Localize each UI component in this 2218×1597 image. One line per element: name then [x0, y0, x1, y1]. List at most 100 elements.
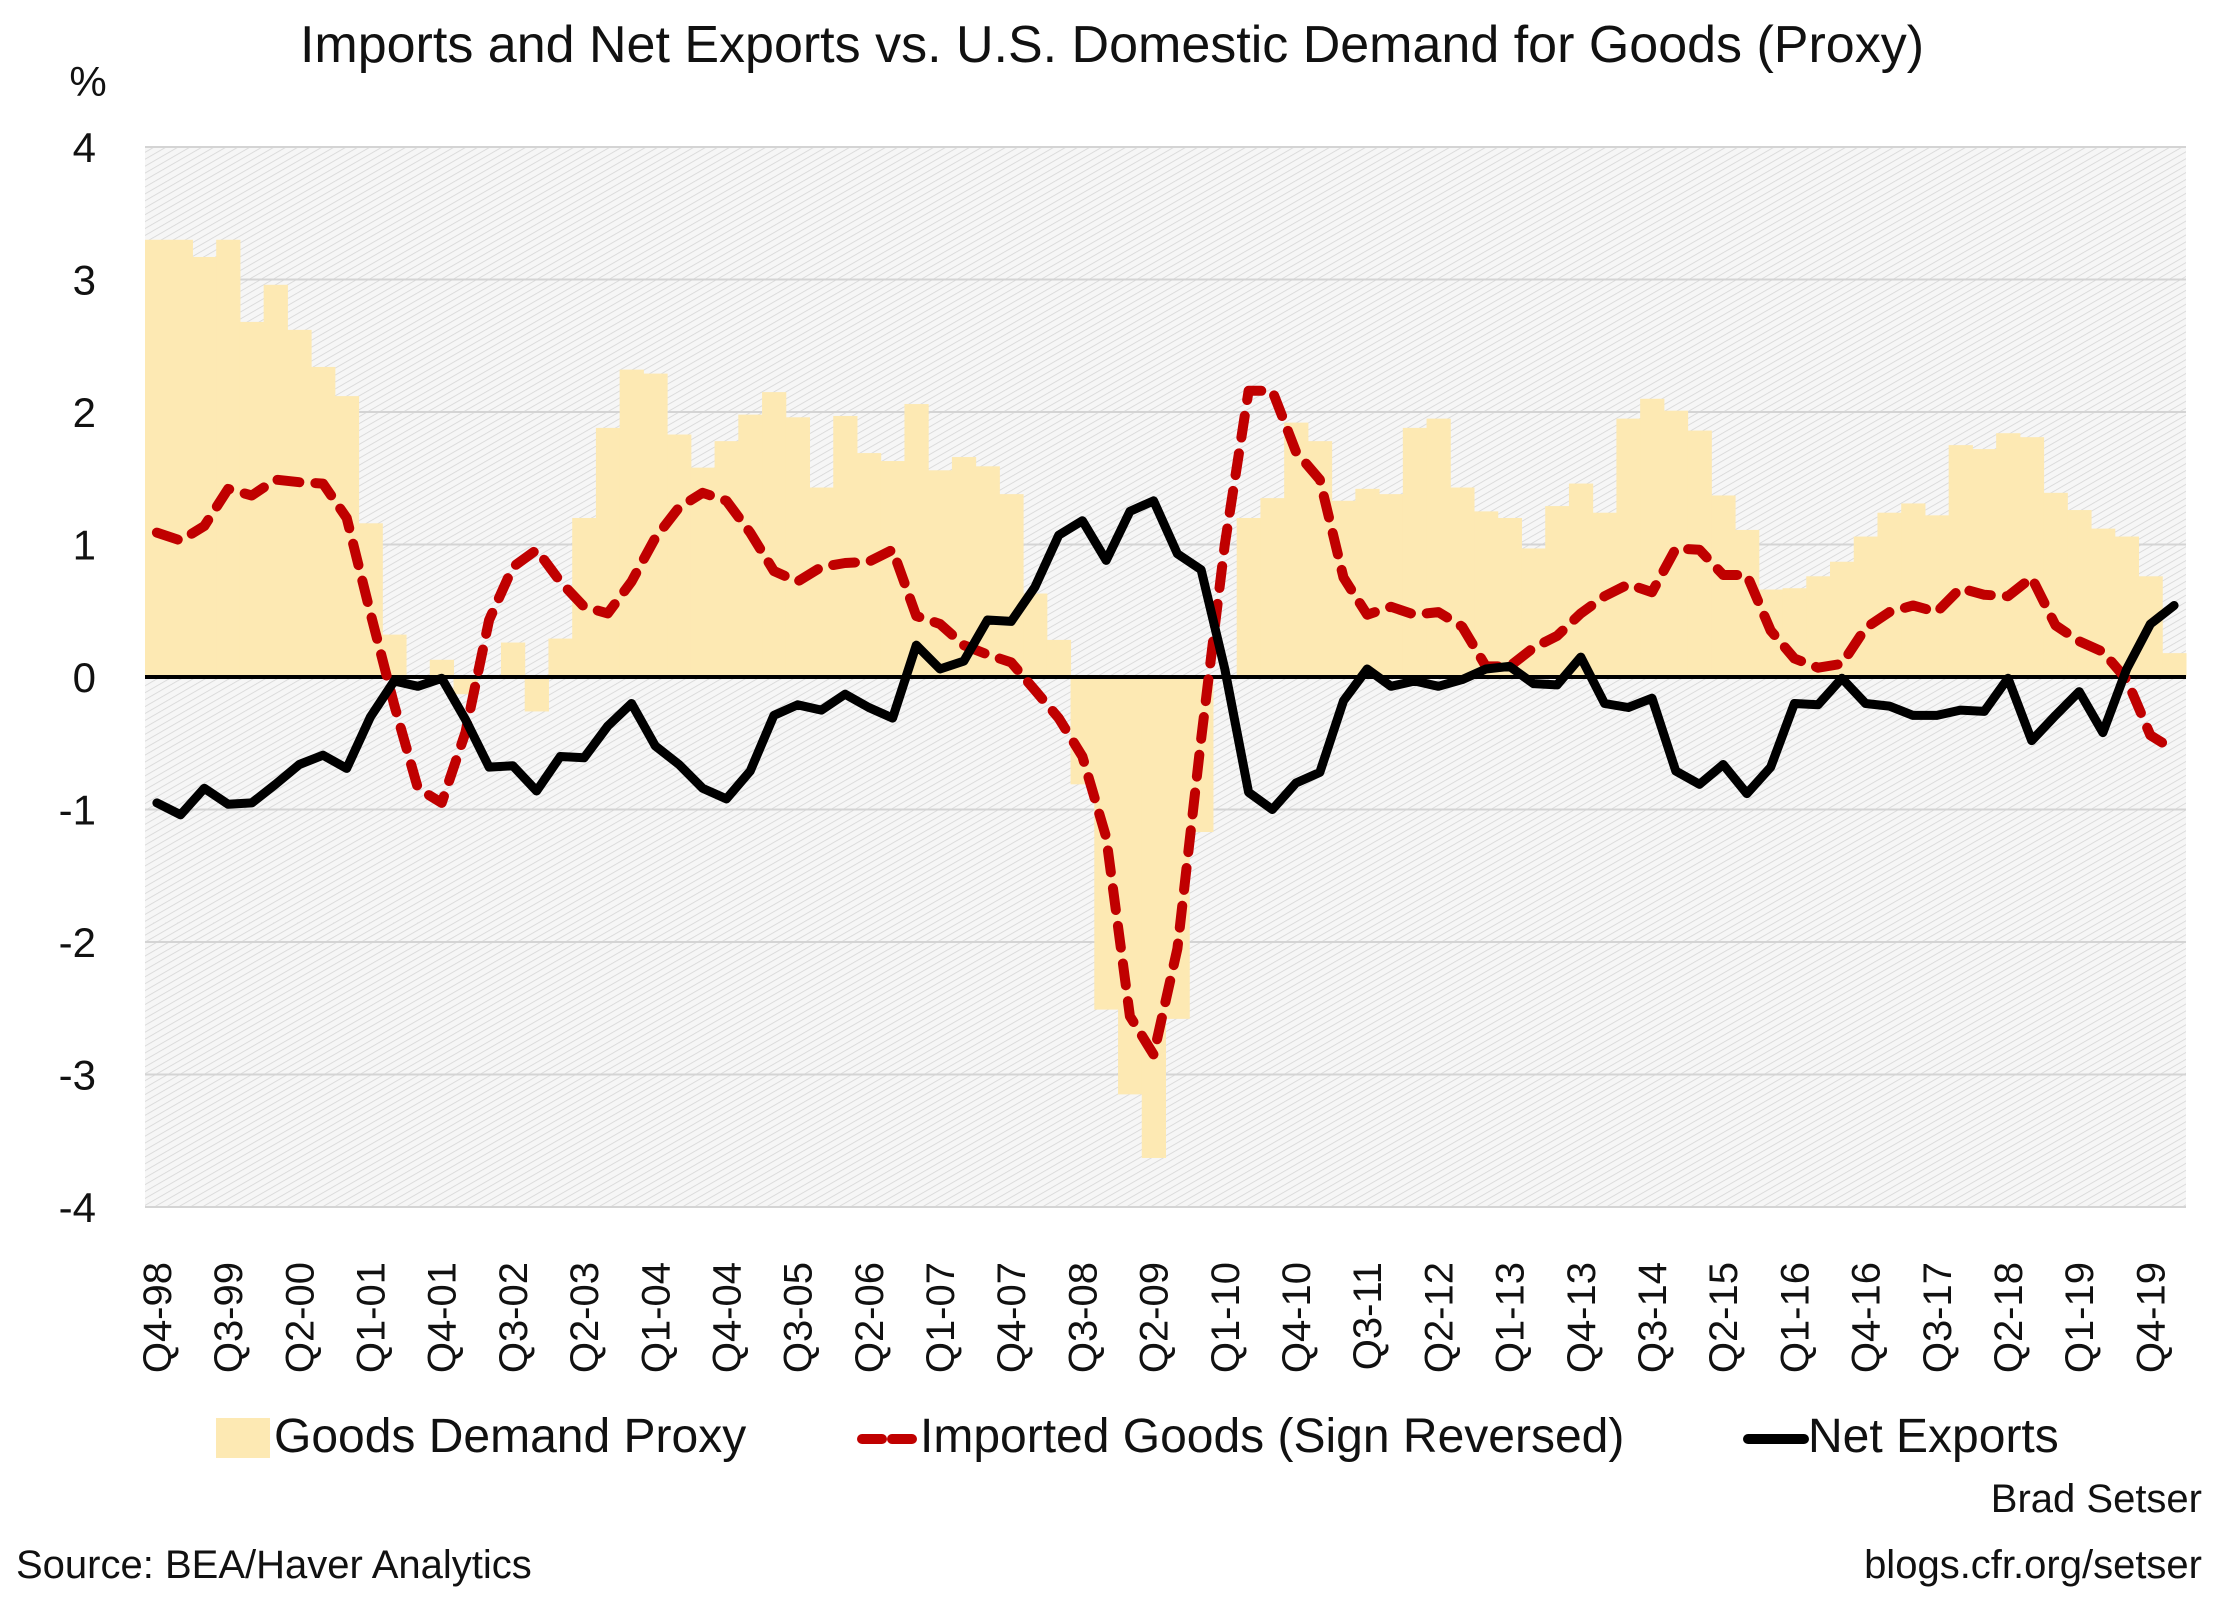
x-tick-label: Q2-09 — [1133, 1262, 1177, 1373]
bar-Q3-13 — [1545, 506, 1570, 677]
line-imported-goods-sign-reversed- — [151, 385, 2180, 1060]
bar-Q4-04 — [714, 441, 739, 677]
y-axis-ticks: 4 3 2 1 0 -1 -2 -3 -4 — [59, 124, 96, 1231]
bar-Q2-00 — [287, 329, 312, 677]
bar-Q2-19 — [2091, 528, 2116, 677]
bar-Q1-07 — [928, 470, 953, 677]
x-tick-label: Q4-16 — [1845, 1262, 1889, 1373]
x-tick-label: Q1-16 — [1773, 1262, 1817, 1373]
bar-Q2-17 — [1901, 503, 1926, 677]
y-tick-label: -3 — [59, 1052, 96, 1099]
bar-Q1-06 — [833, 415, 858, 677]
source-url: blogs.cfr.org/setser — [1864, 1543, 2202, 1587]
bar-Q4-07 — [999, 494, 1024, 677]
bar-Q3-10 — [1260, 498, 1285, 677]
bar-Q1-08 — [1023, 593, 1048, 677]
bar-Q2-04 — [667, 434, 692, 677]
legend-label-net-exports: Net Exports — [1808, 1410, 2059, 1463]
line-net-exports — [152, 496, 2179, 820]
bar-Q2-14 — [1616, 418, 1641, 677]
bar-Q4-12 — [1474, 511, 1499, 677]
bar-Q1-18 — [1972, 449, 1997, 677]
x-tick-label: Q3-14 — [1631, 1262, 1675, 1373]
bar-Q2-16 — [1806, 576, 1831, 677]
y-tick-label: -1 — [59, 787, 96, 834]
bar-Q3-99 — [216, 239, 241, 677]
legend-label-imported-goods: Imported Goods (Sign Reversed) — [920, 1410, 1624, 1463]
bar-Q3-07 — [975, 466, 1000, 677]
x-axis-ticks: Q4-98 Q3-99 Q2-00 Q1-01 Q4-01 Q3-02 Q2-03 Q1-04… — [136, 1262, 2174, 1373]
x-tick-label: Q4-19 — [2129, 1262, 2173, 1373]
x-tick-label: Q3-02 — [492, 1262, 536, 1373]
x-tick-label: Q1-13 — [1489, 1262, 1533, 1373]
y-tick-label: 1 — [73, 522, 96, 569]
y-tick-label: 2 — [73, 389, 96, 436]
x-tick-label: Q1-19 — [2058, 1262, 2102, 1373]
bar-Q4-05 — [809, 487, 834, 677]
bar-Q2-18 — [1996, 433, 2021, 677]
bar-Q1-12 — [1402, 427, 1428, 677]
bar-Q2-15 — [1711, 495, 1736, 677]
bar-Q2-10 — [1236, 518, 1261, 677]
x-tick-label: Q2-18 — [1987, 1262, 2031, 1373]
bar-Q3-18 — [2019, 437, 2045, 677]
bar-Q1-13 — [1497, 518, 1522, 677]
bar-Q4-98 — [145, 239, 170, 677]
bar-Q3-11 — [1355, 488, 1380, 677]
bar-Q3-03 — [595, 427, 621, 677]
bar-Q4-06 — [904, 404, 929, 677]
bar-Q4-08 — [1094, 677, 1119, 1010]
bar-Q1-17 — [1877, 512, 1902, 677]
bar-Q4-14 — [1663, 410, 1689, 677]
bar-Q2-05 — [762, 392, 787, 677]
x-tick-label: Q1-07 — [919, 1262, 963, 1373]
bar-Q4-13 — [1568, 483, 1594, 677]
bar-series-goods-demand-proxy — [145, 239, 2187, 1158]
bar-Q1-19 — [2067, 510, 2092, 677]
author-credit: Brad Setser — [1991, 1477, 2202, 1521]
y-tick-label: 4 — [73, 124, 96, 171]
y-tick-label: 0 — [73, 654, 96, 701]
x-tick-label: Q2-06 — [848, 1262, 892, 1373]
x-tick-label: Q1-01 — [349, 1262, 393, 1373]
bar-Q4-03 — [619, 369, 644, 677]
bar-Q1-20 — [2162, 653, 2187, 677]
bar-Q1-03 — [548, 638, 573, 677]
bar-Q4-17 — [1948, 445, 1973, 677]
y-tick-label: -2 — [59, 919, 96, 966]
bar-Q3-05 — [785, 417, 811, 677]
x-tick-label: Q3-08 — [1061, 1262, 1105, 1373]
x-tick-label: Q2-12 — [1417, 1262, 1461, 1373]
y-axis-unit-label: % — [69, 58, 106, 105]
x-tick-label: Q4-13 — [1560, 1262, 1604, 1373]
bar-Q1-99 — [168, 239, 193, 677]
legend-swatch-goods-demand-proxy — [216, 1418, 270, 1458]
bar-Q4-18 — [2043, 492, 2068, 677]
x-tick-label: Q4-98 — [136, 1262, 180, 1373]
x-tick-label: Q3-99 — [207, 1262, 251, 1373]
source-note: Source: BEA/Haver Analytics — [16, 1543, 532, 1587]
bar-Q3-17 — [1924, 515, 1950, 677]
x-tick-label: Q2-15 — [1702, 1262, 1746, 1373]
bar-Q1-09 — [1118, 677, 1143, 1095]
x-tick-label: Q2-00 — [278, 1262, 322, 1373]
legend: Goods Demand Proxy Imported Goods (Sign … — [216, 1410, 2059, 1463]
x-tick-label: Q2-03 — [563, 1262, 607, 1373]
bar-Q3-02 — [500, 642, 526, 677]
bar-Q2-08 — [1046, 639, 1072, 677]
bar-Q3-16 — [1830, 561, 1855, 677]
x-tick-label: Q4-10 — [1275, 1262, 1319, 1373]
bar-Q4-11 — [1379, 494, 1404, 677]
x-tick-label: Q4-01 — [421, 1262, 465, 1373]
bar-Q4-01 — [429, 659, 455, 677]
y-tick-label: -4 — [59, 1184, 96, 1231]
x-tick-label: Q3-05 — [777, 1262, 821, 1373]
bar-Q2-09 — [1141, 677, 1166, 1158]
x-tick-label: Q3-17 — [1916, 1262, 1960, 1373]
legend-label-goods-demand-proxy: Goods Demand Proxy — [274, 1410, 746, 1463]
line-series — [151, 385, 2180, 1060]
x-tick-label: Q3-11 — [1346, 1262, 1390, 1370]
bar-Q2-12 — [1426, 418, 1451, 677]
x-tick-label: Q4-04 — [705, 1262, 749, 1373]
